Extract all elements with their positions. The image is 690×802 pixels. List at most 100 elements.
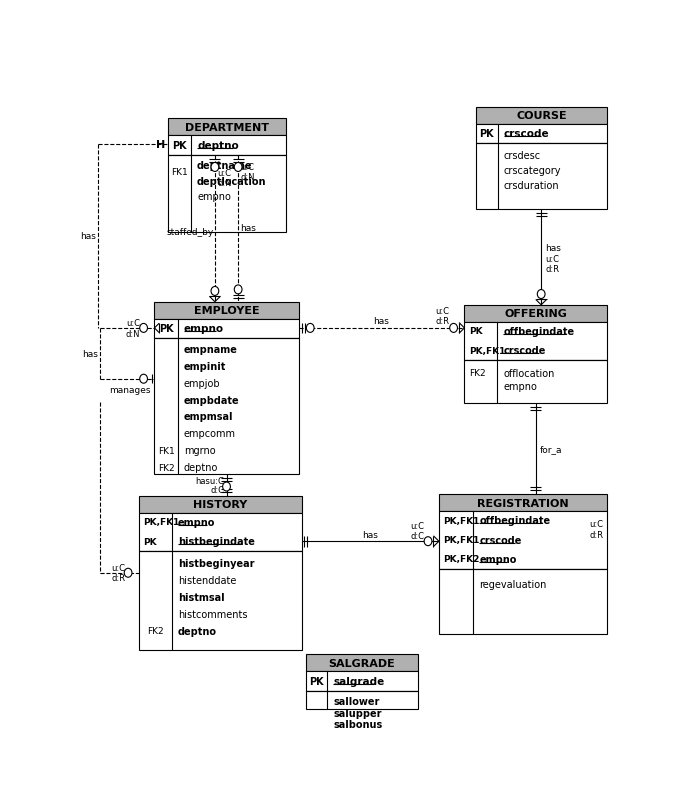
Bar — [155, 319, 299, 338]
Text: COURSE: COURSE — [516, 111, 567, 121]
Text: empbdate: empbdate — [184, 395, 239, 405]
Circle shape — [124, 569, 132, 577]
Text: crscategory: crscategory — [504, 166, 562, 176]
Bar — [306, 654, 418, 671]
Text: d:C: d:C — [210, 485, 224, 495]
Text: hasu:C: hasu:C — [195, 476, 224, 485]
Text: deptno: deptno — [178, 626, 217, 636]
Circle shape — [235, 286, 242, 294]
Text: deptlocation: deptlocation — [197, 176, 266, 187]
Circle shape — [538, 290, 545, 299]
Bar — [155, 302, 299, 319]
Text: empjob: empjob — [184, 378, 221, 388]
Circle shape — [139, 375, 148, 383]
Text: PK,FK2: PK,FK2 — [444, 555, 480, 564]
Text: has: has — [241, 224, 257, 233]
Text: empno: empno — [479, 554, 517, 564]
Bar — [439, 495, 607, 512]
Text: H: H — [156, 140, 166, 150]
Bar — [306, 691, 418, 709]
Text: has: has — [373, 316, 389, 326]
Text: offbegindate: offbegindate — [479, 516, 551, 526]
Text: u:C
d:C: u:C d:C — [410, 521, 424, 541]
Text: deptno: deptno — [184, 463, 218, 472]
Bar — [306, 671, 418, 691]
Text: has: has — [362, 530, 378, 539]
Text: u:C
d:R: u:C d:R — [589, 520, 603, 539]
Bar — [168, 119, 286, 136]
Text: PK: PK — [144, 537, 157, 546]
Bar — [139, 496, 302, 513]
Text: PK,FK1: PK,FK1 — [444, 516, 480, 525]
Text: manages: manages — [109, 386, 150, 395]
Bar — [139, 552, 302, 650]
Text: empno: empno — [197, 192, 231, 202]
Text: mgrno: mgrno — [184, 446, 215, 456]
Bar — [464, 306, 607, 322]
Text: u:C
d:R: u:C d:R — [545, 254, 559, 273]
Text: empcomm: empcomm — [184, 429, 236, 439]
Text: crscode: crscode — [479, 535, 522, 545]
Text: salupper: salupper — [333, 708, 382, 718]
Text: FK2: FK2 — [469, 369, 486, 378]
Text: u:C
d:R: u:C d:R — [111, 563, 125, 583]
Text: u:C
d:N: u:C d:N — [241, 163, 255, 182]
Bar — [476, 107, 607, 124]
Text: staffed_by: staffed_by — [166, 228, 213, 237]
Text: DEPARTMENT: DEPARTMENT — [185, 123, 269, 133]
Text: PK,FK1: PK,FK1 — [469, 346, 506, 355]
Text: REGISTRATION: REGISTRATION — [477, 498, 569, 508]
Text: crsdesc: crsdesc — [504, 152, 541, 161]
Text: crscode: crscode — [503, 346, 546, 356]
Circle shape — [235, 164, 242, 172]
Text: crsduration: crsduration — [504, 180, 560, 190]
Text: FK1: FK1 — [171, 168, 188, 177]
Bar — [155, 338, 299, 475]
Text: offbegindate: offbegindate — [503, 326, 574, 337]
Text: salbonus: salbonus — [333, 719, 383, 730]
Circle shape — [306, 324, 314, 333]
Bar — [139, 513, 302, 552]
Text: histcomments: histcomments — [178, 609, 247, 619]
Text: empno: empno — [178, 517, 215, 527]
Bar — [464, 361, 607, 404]
Text: PK: PK — [480, 129, 494, 139]
Text: deptno: deptno — [197, 140, 239, 151]
Text: u:C
d:R: u:C d:R — [436, 306, 450, 326]
Bar — [168, 136, 286, 156]
Text: regevaluation: regevaluation — [479, 580, 546, 589]
Text: histmsal: histmsal — [178, 592, 224, 602]
Text: PK: PK — [159, 323, 173, 334]
Text: FK2: FK2 — [158, 464, 175, 472]
Circle shape — [139, 324, 148, 333]
Text: empinit: empinit — [184, 361, 226, 371]
Text: PK: PK — [172, 140, 186, 151]
Text: has: has — [545, 244, 561, 253]
Circle shape — [211, 287, 219, 296]
Text: SALGRADE: SALGRADE — [328, 658, 395, 668]
Circle shape — [424, 537, 432, 546]
Circle shape — [223, 483, 230, 492]
Bar — [439, 569, 607, 634]
Text: OFFERING: OFFERING — [504, 309, 567, 319]
Text: HISTORY: HISTORY — [193, 500, 248, 509]
Text: FK1: FK1 — [158, 446, 175, 456]
Text: FK2: FK2 — [147, 626, 164, 635]
Bar — [168, 156, 286, 233]
Bar — [476, 144, 607, 210]
Bar — [464, 322, 607, 361]
Text: offlocation: offlocation — [503, 368, 555, 378]
Text: has: has — [82, 350, 98, 358]
Circle shape — [450, 324, 457, 333]
Text: empmsal: empmsal — [184, 412, 233, 422]
Text: histbeginyear: histbeginyear — [178, 558, 254, 568]
Text: PK: PK — [469, 327, 483, 336]
Text: PK,FK1: PK,FK1 — [444, 536, 480, 545]
Text: empno: empno — [184, 323, 224, 334]
Bar — [476, 124, 607, 144]
Text: deptname: deptname — [197, 161, 253, 171]
Text: crscode: crscode — [504, 129, 550, 139]
Text: histbegindate: histbegindate — [178, 537, 255, 546]
Text: EMPLOYEE: EMPLOYEE — [194, 306, 259, 316]
Text: has: has — [79, 232, 95, 241]
